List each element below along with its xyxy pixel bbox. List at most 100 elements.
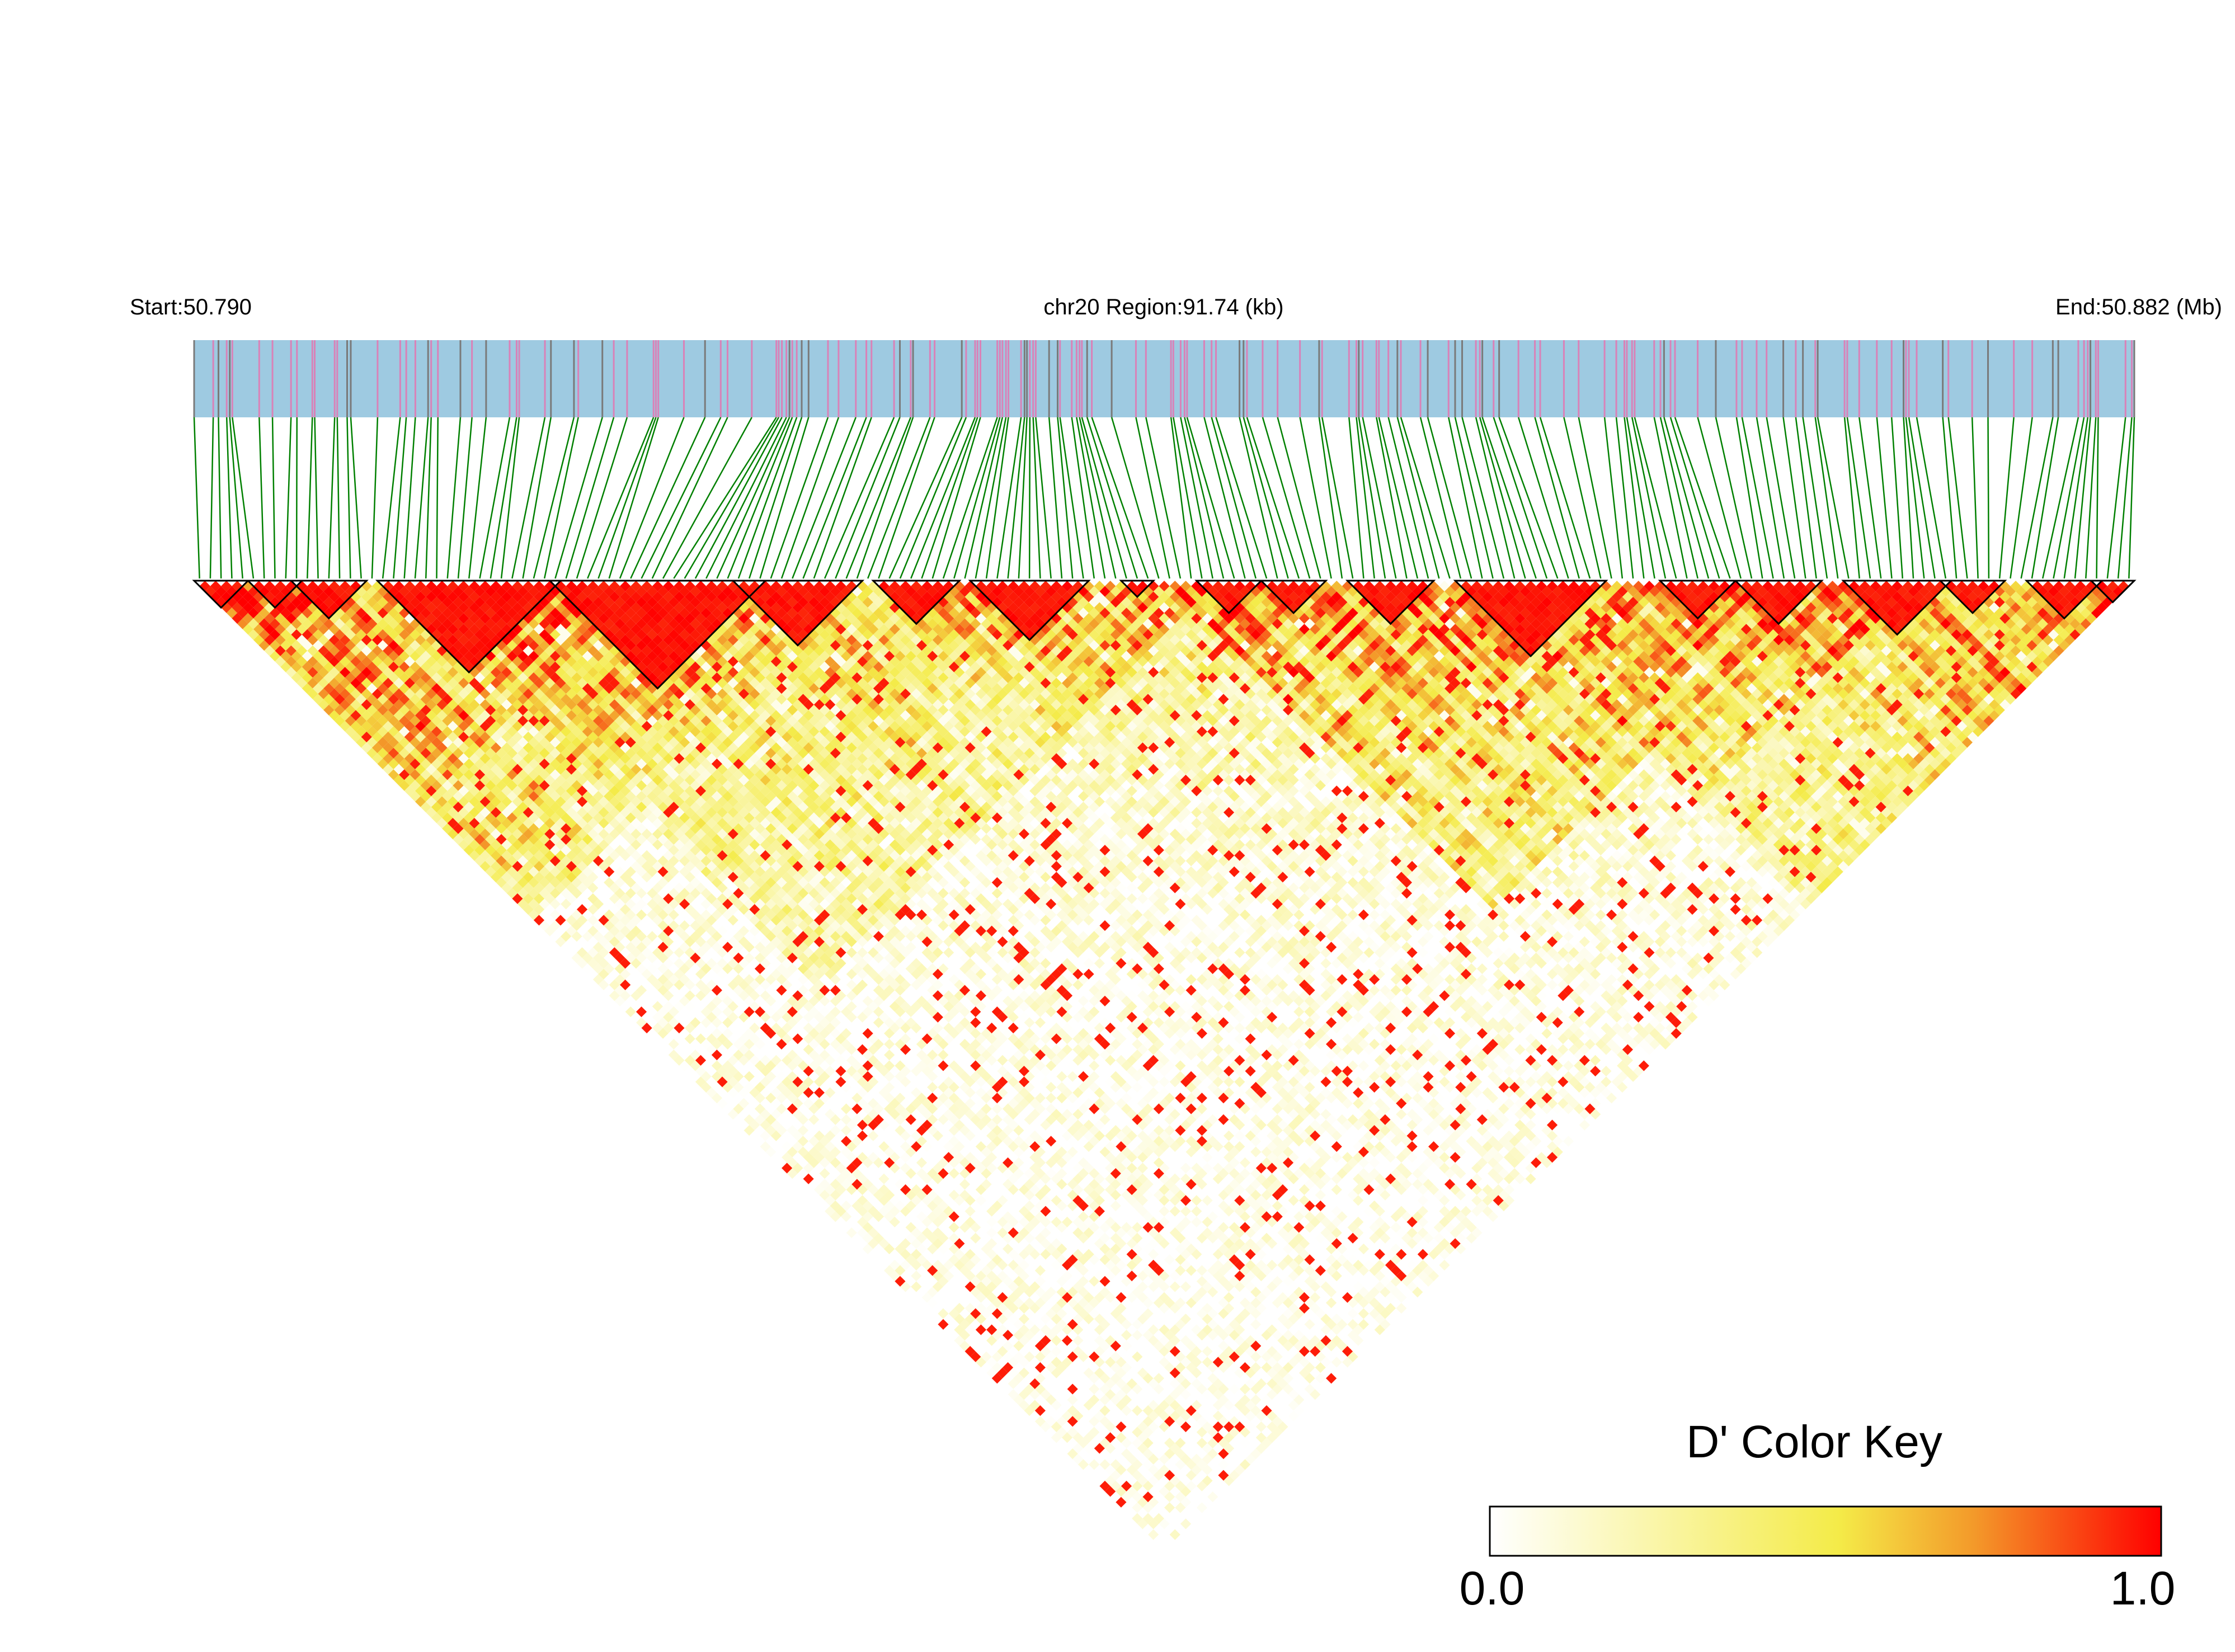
ld-cell bbox=[760, 1087, 771, 1098]
ld-cell bbox=[700, 1060, 712, 1071]
snp-connector bbox=[1400, 417, 1451, 579]
ld-cell bbox=[598, 968, 609, 980]
ld-cell bbox=[803, 1119, 814, 1131]
snp-connector bbox=[630, 417, 706, 579]
ld-cell bbox=[760, 1119, 771, 1131]
snp-connector bbox=[899, 417, 967, 579]
ld-cell bbox=[215, 596, 227, 608]
ld-cell bbox=[825, 1206, 836, 1217]
ld-cell bbox=[275, 613, 286, 624]
ld-cell bbox=[663, 1044, 674, 1055]
ld-cell bbox=[258, 608, 270, 619]
ld-cell bbox=[1137, 1475, 1149, 1486]
ld-cell bbox=[496, 866, 507, 877]
ld-cell bbox=[453, 769, 464, 780]
ld-cell bbox=[312, 694, 324, 705]
ld-cell bbox=[345, 683, 356, 694]
ld-cell bbox=[237, 586, 248, 597]
ld-cell bbox=[782, 1098, 793, 1109]
ld-cell bbox=[323, 704, 335, 716]
snp-connector bbox=[856, 417, 914, 579]
ld-cell bbox=[1105, 1475, 1116, 1486]
ld-cell bbox=[1126, 1486, 1137, 1497]
ld-cell bbox=[1083, 1453, 1094, 1465]
ld-cell bbox=[345, 694, 356, 705]
ld-cell bbox=[264, 581, 275, 592]
snp-connector bbox=[1018, 417, 1028, 579]
snp-connector bbox=[684, 417, 780, 579]
ld-cell bbox=[280, 608, 291, 619]
ld-cell bbox=[841, 1168, 852, 1179]
ld-cell bbox=[566, 915, 577, 926]
snp-connector bbox=[1697, 417, 1742, 579]
ld-cell bbox=[269, 629, 281, 640]
ld-cell bbox=[1067, 1427, 1078, 1438]
ld-cell bbox=[431, 812, 443, 823]
ld-cell bbox=[275, 591, 286, 603]
ld-cell bbox=[1024, 1394, 1035, 1405]
snp-connector bbox=[1145, 417, 1182, 579]
ld-cell bbox=[523, 839, 534, 850]
ld-cell bbox=[760, 1141, 771, 1152]
snp-connector bbox=[1211, 417, 1257, 579]
ld-cell bbox=[334, 694, 345, 705]
ld-cell bbox=[506, 834, 517, 845]
ld-cell bbox=[1067, 1448, 1078, 1460]
ld-cell bbox=[383, 753, 394, 764]
ld-cell bbox=[463, 812, 474, 823]
ld-cell bbox=[566, 893, 577, 904]
snp-connector bbox=[2053, 417, 2085, 579]
snp-connector bbox=[2085, 417, 2097, 579]
ld-cell bbox=[598, 979, 609, 991]
snp-connector bbox=[1356, 417, 1375, 579]
ld-cell bbox=[426, 753, 437, 764]
ld-cell bbox=[485, 834, 496, 845]
ld-cell bbox=[463, 780, 474, 791]
ld-cell bbox=[862, 1232, 873, 1244]
ld-cell bbox=[641, 968, 652, 980]
ld-cell bbox=[1126, 1453, 1137, 1465]
snp-connector bbox=[225, 417, 233, 579]
snp-connector bbox=[1624, 417, 1645, 579]
ld-cell bbox=[512, 839, 523, 850]
ld-cell bbox=[986, 1345, 997, 1357]
ld-cell bbox=[512, 882, 523, 893]
ld-cell bbox=[275, 602, 286, 613]
ld-cell bbox=[404, 774, 415, 786]
ld-cell bbox=[350, 677, 361, 689]
ld-cell bbox=[264, 591, 275, 603]
ld-cell bbox=[641, 990, 652, 1001]
snp-connector bbox=[1817, 417, 1850, 579]
ld-cell bbox=[312, 639, 324, 651]
snp-connector bbox=[1669, 417, 1720, 579]
ld-cell bbox=[663, 1011, 674, 1023]
ld-cell bbox=[523, 893, 534, 904]
snp-connector bbox=[2031, 417, 2059, 579]
ld-cell bbox=[641, 1022, 652, 1034]
ld-cell bbox=[496, 845, 507, 856]
ld-cell bbox=[1024, 1362, 1035, 1373]
ld-cell bbox=[323, 661, 335, 672]
ld-cell bbox=[544, 904, 556, 915]
ld-cell bbox=[533, 860, 545, 872]
ld-cell bbox=[1046, 1394, 1057, 1405]
snp-connector bbox=[209, 417, 214, 579]
ld-cell bbox=[620, 968, 631, 980]
ld-cell bbox=[964, 1335, 976, 1346]
ld-cell bbox=[415, 764, 426, 775]
ld-cell bbox=[943, 1324, 954, 1335]
snp-connector bbox=[1378, 417, 1418, 579]
snp-connector bbox=[1916, 417, 1947, 579]
ld-cell bbox=[1067, 1437, 1078, 1448]
snp-connector bbox=[1947, 417, 1968, 579]
ld-cell bbox=[383, 742, 394, 754]
ld-cell bbox=[555, 882, 566, 893]
ld-cell bbox=[312, 683, 324, 694]
ld-cell bbox=[722, 1060, 733, 1071]
ld-cell bbox=[280, 651, 291, 662]
snp-connector bbox=[490, 417, 517, 579]
ld-cell bbox=[350, 667, 361, 678]
ld-cell bbox=[679, 1038, 690, 1050]
ld-cell bbox=[1024, 1351, 1035, 1362]
ld-cell bbox=[744, 1071, 755, 1082]
